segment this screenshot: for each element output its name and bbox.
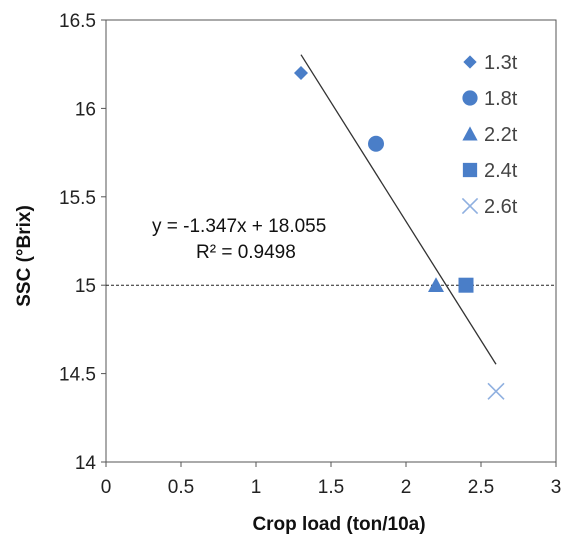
legend-label: 1.3t: [484, 52, 518, 74]
x-tick-label: 1: [251, 477, 262, 498]
y-tick-label: 16.5: [59, 11, 96, 32]
data-points: [294, 66, 505, 400]
y-axis-ticks: 14 14.5 15 15.5 16 16.5: [59, 11, 106, 474]
legend-marker-2.2t: [462, 126, 478, 141]
legend-marker-2.6t: [461, 197, 479, 215]
legend: 1.3t 1.8t 2.2t 2.4t 2.6t: [461, 52, 518, 218]
y-tick-label: 15: [75, 276, 96, 297]
y-tick-label: 16: [75, 99, 96, 120]
legend-label: 2.4t: [484, 160, 518, 182]
legend-label: 1.8t: [484, 88, 518, 110]
data-point-1.3t: [294, 66, 308, 81]
trendline-r-squared: R² = 0.9498: [196, 242, 296, 263]
x-axis-label: Crop load (ton/10a): [252, 514, 425, 535]
x-tick-label: 2.5: [468, 477, 494, 498]
x-tick-label: 0.5: [168, 477, 194, 498]
data-point-1.8t: [368, 135, 384, 152]
legend-marker-1.8t: [462, 90, 478, 106]
y-axis-label: SSC (°Brix): [14, 205, 35, 307]
x-tick-label: 0: [101, 477, 112, 498]
legend-label: 2.6t: [484, 196, 518, 218]
data-point-2.6t: [487, 382, 505, 400]
plot-area-frame: [105, 19, 557, 463]
x-tick-label: 3: [551, 477, 562, 498]
trendline-equation: y = -1.347x + 18.055: [152, 216, 326, 237]
data-point-2.2t: [428, 277, 444, 292]
data-point-2.4t: [458, 277, 474, 293]
y-tick-label: 14.5: [59, 365, 96, 386]
x-tick-label: 1.5: [318, 477, 344, 498]
trendline: [300, 54, 497, 365]
y-tick-label: 14: [75, 453, 97, 474]
legend-marker-2.4t: [462, 162, 478, 178]
x-tick-label: 2: [401, 477, 412, 498]
legend-marker-1.3t: [463, 55, 477, 69]
y-tick-label: 15.5: [59, 188, 96, 209]
x-axis-ticks: 0 0.5 1 1.5 2 2.5 3: [101, 462, 562, 498]
legend-label: 2.2t: [484, 124, 518, 146]
